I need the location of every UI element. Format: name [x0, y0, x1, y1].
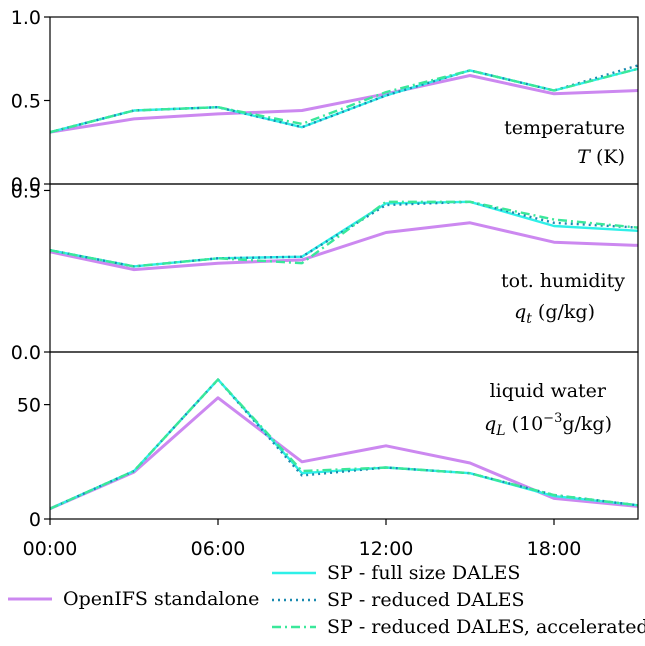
legend-label: SP - full size DALES	[327, 562, 520, 584]
temperature-ytick-label: 1.0	[11, 7, 41, 29]
panel-liquid-water: 0 50 liquid water qL (10−3g/kg)	[17, 351, 639, 531]
liquid-water-frame	[49, 351, 639, 520]
liquid-water-series-3-line	[49, 378, 639, 510]
legend-label: SP - reduced DALES	[327, 589, 525, 611]
panel-humidity: 0.0 0.5 tot. humidity qt (g/kg)	[11, 180, 639, 364]
temperature-series-0-line	[49, 74, 639, 134]
temperature-series-3-line	[49, 67, 639, 134]
temperature-label: temperature	[504, 117, 625, 139]
humidity-series	[49, 200, 639, 272]
humidity-series-0-line	[49, 221, 639, 272]
legend-label: SP - reduced DALES, accelerated	[327, 616, 645, 638]
temperature-y-ticks: 0.0 0.5 1.0	[11, 7, 50, 196]
liquid-water-ytick-label: 50	[17, 395, 41, 417]
x-axis-ticks: 00:00 06:00 12:00 18:00	[23, 519, 582, 560]
liquid-water-unit-label: qL (10−3g/kg)	[484, 411, 612, 439]
temperature-ytick-label: 0.0	[11, 174, 41, 196]
humidity-ytick-label: 0.5	[11, 180, 41, 202]
panel-temperature: 0.0 0.5 1.0 temperature T (K)	[11, 7, 639, 196]
humidity-series-2-line	[49, 200, 639, 268]
humidity-series-3-line	[49, 200, 639, 268]
temperature-ytick-label: 0.5	[11, 91, 41, 113]
x-tick-label: 18:00	[527, 538, 582, 560]
temperature-frame	[49, 16, 639, 185]
liquid-water-series	[49, 378, 639, 511]
x-tick-label: 12:00	[359, 538, 414, 560]
liquid-water-ytick-label: 0	[29, 509, 41, 531]
liquid-water-label: liquid water	[490, 380, 607, 402]
temperature-series	[49, 64, 639, 134]
x-tick-label: 00:00	[23, 538, 78, 560]
x-tick-label: 06:00	[191, 538, 246, 560]
humidity-label: tot. humidity	[501, 270, 625, 292]
legend-label: OpenIFS standalone	[63, 588, 259, 610]
humidity-ytick-label: 0.0	[11, 342, 41, 364]
temperature-unit-label: T (K)	[577, 146, 625, 168]
humidity-series-1-line	[49, 200, 639, 268]
liquid-water-y-ticks: 0 50	[17, 395, 50, 531]
humidity-unit-label: qt (g/kg)	[514, 301, 595, 327]
humidity-y-ticks: 0.0 0.5	[11, 180, 50, 364]
legend: OpenIFS standalone SP - full size DALES SP…	[8, 562, 645, 638]
